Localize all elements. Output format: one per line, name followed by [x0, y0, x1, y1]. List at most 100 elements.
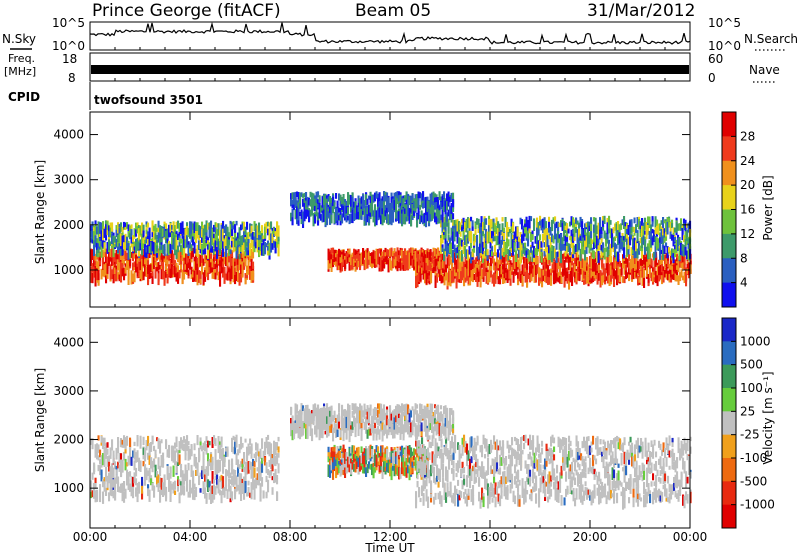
echo-cell: [603, 230, 606, 239]
echo-cell: [546, 246, 549, 260]
echo-cell: [627, 225, 630, 236]
echo-cell: [181, 242, 184, 255]
echo-cell: [201, 262, 204, 274]
echo-cell: [686, 230, 689, 242]
echo-cell: [147, 484, 150, 489]
echo-cell: [611, 237, 614, 249]
echo-cell: [357, 251, 360, 261]
echo-cell: [208, 226, 211, 234]
echo-cell: [488, 230, 491, 242]
echo-cell: [381, 200, 384, 209]
echo-cell: [192, 477, 195, 489]
echo-cell: [177, 233, 180, 240]
echo-cell: [457, 259, 460, 272]
echo-cell: [229, 472, 232, 479]
echo-cell: [111, 233, 114, 245]
echo-cell: [610, 270, 613, 282]
echo-cell: [441, 233, 444, 244]
echo-cell: [497, 259, 500, 269]
echo-cell: [171, 242, 174, 250]
echo-cell: [495, 218, 498, 226]
echo-cell: [434, 193, 437, 200]
echo-cell: [153, 257, 156, 270]
echo-cell: [549, 227, 552, 236]
echo-cell: [626, 224, 629, 229]
echo-cell: [593, 242, 596, 250]
echo-cell: [428, 210, 431, 221]
echo-cell: [596, 264, 599, 270]
echo-cell: [371, 252, 374, 264]
echo-cell: [545, 228, 548, 241]
echo-cell: [124, 458, 127, 471]
echo-cell: [448, 263, 451, 274]
echo-cell: [680, 242, 683, 255]
echo-cell: [261, 231, 264, 243]
echo-cell: [674, 244, 677, 258]
echo-cell: [139, 435, 142, 446]
echo-cell: [256, 473, 259, 485]
echo-cell: [100, 455, 103, 468]
echo-cell: [213, 242, 216, 249]
echo-cell: [615, 244, 618, 249]
echo-cell: [648, 246, 651, 259]
echo-cell: [324, 196, 327, 201]
echo-cell: [450, 209, 453, 214]
echo-cell: [117, 246, 120, 254]
echo-cell: [434, 212, 437, 223]
echo-cell: [136, 237, 139, 251]
echo-cell: [350, 254, 353, 266]
echo-cell: [312, 199, 315, 210]
echo-cell: [168, 479, 171, 492]
echo-cell: [156, 471, 159, 478]
echo-cell: [436, 254, 439, 262]
echo-cell: [372, 210, 375, 217]
echo-cell: [669, 222, 672, 232]
echo-cell: [351, 252, 354, 257]
echo-cell: [235, 220, 238, 226]
echo-cell: [207, 479, 210, 492]
echo-cell: [192, 252, 195, 258]
echo-cell: [683, 223, 686, 230]
echo-cell: [569, 246, 572, 256]
echo-cell: [392, 210, 395, 223]
echo-cell: [256, 443, 259, 456]
echo-cell: [94, 451, 97, 457]
echo-cell: [261, 477, 264, 487]
echo-cell: [141, 259, 144, 270]
echo-cell: [109, 466, 112, 472]
echo-cell: [422, 202, 425, 209]
echo-cell: [103, 242, 106, 252]
echo-cell: [366, 250, 369, 263]
echo-cell: [553, 262, 556, 271]
echo-cell: [99, 260, 102, 265]
echo-cell: [568, 276, 571, 290]
echo-cell: [363, 200, 366, 212]
echo-cell: [398, 255, 401, 263]
echo-cell: [581, 265, 584, 276]
echo-cell: [169, 228, 172, 236]
echo-cell: [481, 269, 484, 280]
echo-cell: [666, 246, 669, 256]
echo-cell: [202, 451, 205, 460]
echo-cell: [159, 490, 162, 503]
echo-cell: [422, 215, 425, 225]
echo-cell: [369, 195, 372, 203]
echo-cell: [205, 229, 208, 241]
echo-cell: [160, 439, 163, 444]
echo-cell: [168, 244, 171, 255]
echo-cell: [686, 250, 689, 260]
echo-cell: [231, 250, 234, 258]
echo-cell: [178, 252, 181, 265]
echo-cell: [425, 196, 428, 205]
echo-cell: [187, 441, 190, 446]
freq-label-1: Freq.: [8, 52, 35, 65]
echo-cell: [291, 199, 294, 205]
echo-cell: [135, 487, 138, 497]
echo-cell: [458, 250, 461, 259]
echo-cell: [253, 221, 256, 232]
echo-cell: [347, 255, 350, 263]
echo-cell: [392, 259, 395, 267]
echo-cell: [477, 246, 480, 260]
echo-cell: [431, 252, 434, 264]
echo-cell: [165, 271, 168, 278]
